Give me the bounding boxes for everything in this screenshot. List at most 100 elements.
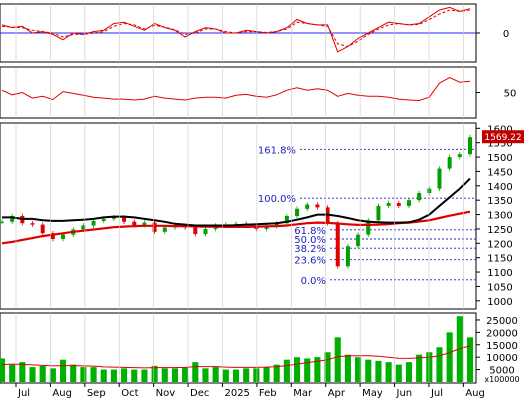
- volume-bar: [375, 360, 382, 382]
- volume-bar: [212, 367, 219, 382]
- price-candle-body: [345, 246, 350, 267]
- price-candle-body: [111, 217, 116, 219]
- price-axis-label: 1400: [487, 182, 512, 193]
- price-candle-body: [447, 157, 452, 169]
- price-candle-body: [264, 226, 269, 229]
- price-panel: 1000 1050 1100 1150 1200 1250 1300 1350 1400 1450…: [0, 122, 524, 310]
- volume-axis-label: 5000: [489, 366, 514, 377]
- volume-bar: [171, 368, 179, 382]
- price-axis-label: 1550: [487, 139, 512, 150]
- volume-bar: [222, 369, 229, 382]
- price-panel-frame: [0, 122, 477, 310]
- price-candle-body: [162, 227, 167, 232]
- volume-bar: [131, 369, 138, 382]
- volume-bar: [100, 369, 107, 382]
- fib-level-label: 38.2%: [294, 244, 326, 255]
- volume-bar: [385, 362, 392, 382]
- macd-line: [1, 6, 471, 53]
- volume-axis-label: 25000: [486, 316, 518, 327]
- volume-bar: [182, 367, 189, 382]
- volume-bar: [141, 369, 148, 382]
- month-label: Apr: [328, 388, 346, 399]
- volume-bar: [293, 357, 301, 382]
- month-label: Dec: [190, 388, 209, 399]
- price-candle-body: [122, 217, 127, 222]
- month-label: 2025: [224, 388, 249, 399]
- volume-bar: [446, 332, 453, 382]
- price-candle-body: [0, 221, 4, 223]
- volume-bar: [344, 354, 351, 382]
- month-label: Oct: [121, 388, 138, 399]
- price-candle-body: [335, 223, 340, 267]
- volume-bar: [151, 365, 158, 382]
- price-candle-body: [203, 228, 208, 235]
- price-candle-body: [274, 223, 279, 227]
- month-label: Sep: [87, 388, 106, 399]
- price-axis-label: 1050: [487, 282, 512, 293]
- price-candle-body: [437, 168, 442, 189]
- fib-level-label: 50.0%: [294, 235, 326, 246]
- fib-level-label: 61.8%: [294, 226, 326, 237]
- fib-level-label: 0.0%: [301, 276, 326, 287]
- volume-bar: [273, 364, 280, 382]
- price-candle-body: [386, 203, 391, 206]
- price-candle-body: [81, 225, 86, 230]
- month-label: Mar: [293, 388, 313, 399]
- price-candle-body: [417, 193, 422, 201]
- moving-average-black: [2, 177, 471, 227]
- volume-bar: [39, 365, 46, 382]
- month-label: Nov: [156, 388, 176, 399]
- price-axis-label: 1100: [487, 268, 512, 279]
- month-label: Jul: [430, 388, 443, 399]
- volume-bar: [49, 368, 56, 382]
- volume-bar: [0, 358, 6, 382]
- month-label: Aug: [52, 388, 72, 399]
- price-axis-label: 1600: [487, 124, 512, 135]
- price-axis-label: 1150: [487, 254, 512, 265]
- volume-bar: [80, 367, 87, 382]
- month-label: Aug: [465, 388, 485, 399]
- volume-bar: [19, 362, 26, 382]
- price-candle-body: [427, 188, 432, 193]
- price-candle-body: [284, 216, 289, 224]
- price-candle-body: [50, 233, 55, 239]
- volume-bar: [324, 352, 331, 382]
- volume-bar: [416, 354, 423, 382]
- volume-bar: [121, 368, 128, 382]
- volume-bar: [365, 359, 372, 382]
- macd-axis-label: 0: [503, 29, 509, 40]
- price-axis-label: 1300: [487, 211, 512, 222]
- volume-bar: [466, 337, 474, 382]
- price-candle-body: [10, 216, 15, 222]
- volume-axis-label: 10000: [486, 353, 518, 364]
- price-axis-label: 1450: [487, 167, 512, 178]
- price-candle-body: [152, 222, 157, 232]
- volume-bar: [110, 369, 117, 382]
- moving-average-red: [1, 210, 471, 245]
- price-candle-body: [40, 224, 45, 234]
- volume-bar: [283, 359, 290, 382]
- price-axis-label: 1000: [487, 297, 512, 308]
- price-candle-body: [61, 234, 66, 239]
- volume-bar: [70, 364, 77, 382]
- price-candle-body: [468, 137, 472, 155]
- volume-bar: [314, 357, 321, 382]
- volume-bar: [192, 362, 199, 382]
- month-label: May: [362, 388, 383, 399]
- price-candle-body: [30, 223, 35, 225]
- last-price-badge: [482, 130, 524, 144]
- volume-bar: [59, 359, 67, 382]
- price-candle-body: [91, 220, 96, 226]
- price-axis-label: 1350: [487, 196, 512, 207]
- rsi-panel: 50: [0, 66, 517, 119]
- price-candle-body: [396, 203, 401, 206]
- price-candle-body: [295, 208, 300, 216]
- price-candle-body: [356, 234, 361, 247]
- rsi-axis-label: 50: [504, 89, 517, 100]
- volume-bar: [395, 364, 402, 382]
- price-candle-body: [315, 204, 320, 208]
- volume-bar: [456, 316, 463, 382]
- rsi-line: [1, 76, 471, 102]
- volume-bar: [304, 358, 311, 382]
